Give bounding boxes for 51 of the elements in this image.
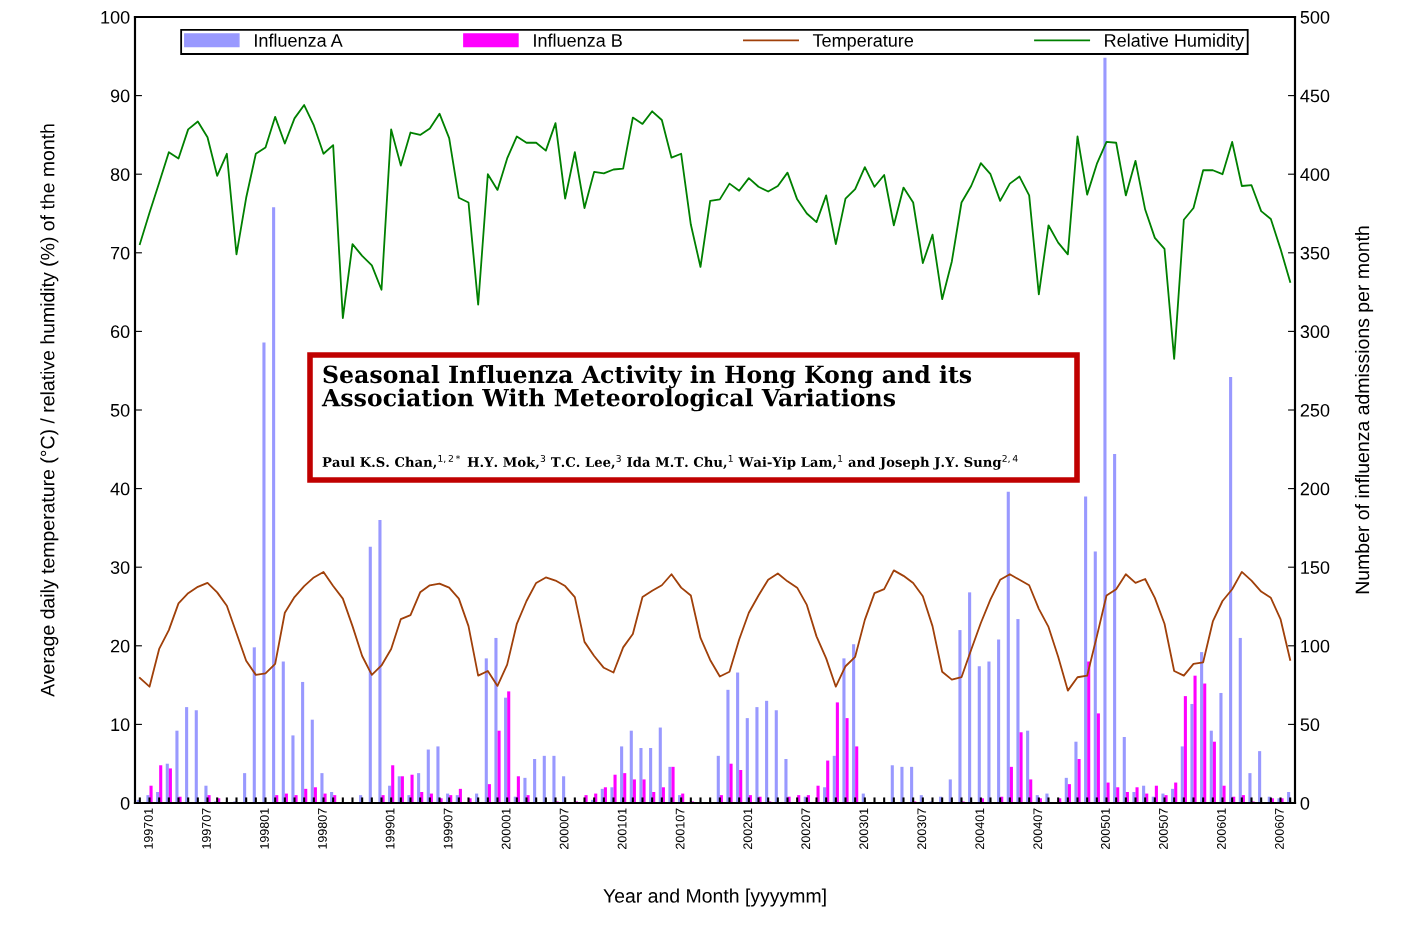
y-tick-label: 60: [110, 325, 130, 339]
y-tick-label: 0: [120, 796, 130, 810]
y2-tick-label: 50: [1300, 718, 1320, 732]
x-tick-label: 200001: [501, 808, 511, 849]
x-tick-label: 199807: [318, 808, 327, 849]
y-tick-label: 10: [111, 718, 130, 732]
x-tick-label: 200301: [859, 808, 869, 849]
x-tick-label: 200607: [1275, 808, 1284, 849]
text: Paul K.S. Chan,$^{1,2*}$ H.Y. Mok,$^{3}$ T.C. Lee,$^{3}$ Ida M.T. Chu,$^{1}$ Wai-Yip Lam,$^{1}$ and Joseph J.Y. Sung$^{2,4}$: [322, 454, 1018, 470]
y-tick-label: 70: [110, 246, 130, 260]
y2-tick-label: 400: [1300, 168, 1330, 181]
x-tick-label: 200007: [559, 808, 569, 849]
y2-tick-label: 300: [1300, 325, 1330, 339]
y2-tick-label: 350: [1300, 246, 1330, 260]
x-tick-label: 199701: [144, 808, 153, 849]
y2-tick-label: 450: [1300, 89, 1330, 103]
x-tick-label: 200307: [917, 808, 927, 849]
y-tick-label: 30: [110, 561, 130, 574]
y-tick-label: 80: [110, 168, 130, 181]
y-tick-label: 20: [110, 639, 130, 653]
x-axis-title: Year and Month [yyyymm]: [603, 888, 826, 907]
x-tick-label: 200407: [1033, 808, 1043, 849]
y2-axis-title: Number of influenza admissions per month: [1354, 226, 1374, 594]
y2-tick-label: 100: [1301, 639, 1330, 653]
y-axis-title: Average daily temperature (°C) / relative humidity (%) of the month: [40, 124, 59, 697]
legend-label: Temperature: [812, 34, 914, 51]
x-tick-label: 200507: [1159, 808, 1168, 849]
y2-tick-label: 200: [1300, 482, 1330, 496]
x-tick-label: 200601: [1217, 808, 1226, 849]
x-tick-label: 200101: [617, 808, 627, 849]
y-tick-label: 90: [110, 89, 130, 103]
y2-tick-label: 250: [1300, 403, 1330, 417]
x-tick-label: 200107: [675, 808, 685, 849]
y2-tick-label: 500: [1300, 10, 1330, 24]
annotation: Seasonal Influenza Activity in Hong Kong and its Association With Meteorological Variations: [321, 365, 972, 412]
y-tick-label: 50: [110, 403, 130, 417]
legend-label: Influenza A: [255, 33, 343, 47]
y-tick-label: 100: [101, 10, 130, 24]
x-tick-label: 199801: [260, 808, 269, 849]
x-tick-label: 200207: [801, 808, 811, 849]
legend-label: Influenza B: [534, 33, 622, 47]
y2-tick-label: 0: [1300, 796, 1310, 810]
x-tick-label: 200401: [975, 808, 985, 849]
x-tick-label: 199707: [202, 808, 211, 849]
x-tick-label: 200501: [1101, 808, 1110, 849]
x-tick-label: 199901: [385, 808, 395, 849]
legend-label: Relative Humidity: [1105, 33, 1245, 51]
x-tick-label: 199907: [443, 808, 453, 849]
y-tick-label: 40: [110, 482, 130, 496]
x-tick-label: 200201: [743, 808, 753, 849]
y2-tick-label: 150: [1301, 561, 1330, 574]
